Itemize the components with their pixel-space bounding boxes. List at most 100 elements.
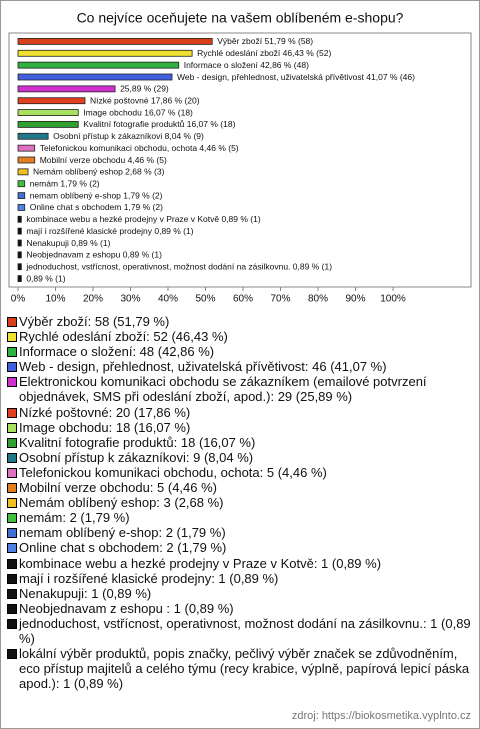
legend-item: nemám: 2 (1,79 %) — [7, 510, 473, 525]
legend-label: Online chat s obchodem: 2 (1,79 %) — [19, 540, 227, 556]
legend-swatch — [7, 618, 17, 629]
legend-swatch — [7, 422, 17, 433]
x-tick-label: 60% — [233, 294, 253, 305]
value-label: Image obchodu 16,07 % (18) — [83, 107, 193, 117]
legend-item: lokální výběr produktů, popis značky, pe… — [7, 646, 473, 691]
legend-swatch — [7, 347, 17, 358]
legend-item: nemam oblíbený e-shop: 2 (1,79 %) — [7, 525, 473, 540]
bar — [17, 204, 26, 211]
value-label: Informace o složení 42,86 % (48) — [184, 60, 309, 70]
legend-item: jednoduchost, vstřícnost, operativnost, … — [7, 616, 473, 646]
value-label: 0,89 % (1) — [26, 273, 65, 283]
legend-label: Nízké poštovné: 20 (17,86 %) — [19, 404, 191, 420]
legend-label: Telefonickou komunikaci obchodu, ochota:… — [19, 464, 327, 480]
legend-item: Výběr zboží: 58 (51,79 %) — [7, 314, 473, 329]
x-tick-label: 50% — [195, 294, 215, 305]
value-label: Výběr zboží 51,79 % (58) — [217, 36, 313, 46]
value-label: Telefonickou komunikaci obchodu, ochota … — [40, 143, 239, 153]
bar — [17, 275, 22, 282]
legend-swatch — [7, 573, 17, 584]
legend-label: mají i rozšířené klasické prodejny: 1 (0… — [19, 570, 279, 586]
value-label: Online chat s obchodem 1,79 % (2) — [30, 202, 163, 212]
value-label: Mobilní verze obchodu 4,46 % (5) — [40, 155, 167, 165]
legend-item: Image obchodu: 18 (16,07 %) — [7, 420, 473, 435]
legend-swatch — [7, 437, 17, 448]
bar — [17, 144, 36, 152]
legend-label: lokální výběr produktů, popis značky, pe… — [19, 646, 470, 692]
x-tick-label: 90% — [345, 294, 365, 305]
value-label: Nenakupuji 0,89 % (1) — [26, 238, 110, 248]
chart: Co nejvíce oceňujete na vašem oblíbeném … — [8, 10, 472, 305]
legend-label: Kvalitní fotografie produktů: 18 (16,07 … — [19, 434, 256, 450]
bar — [17, 156, 36, 164]
legend-label: jednoduchost, vstřícnost, operativnost, … — [19, 615, 471, 646]
legend-swatch — [7, 362, 17, 373]
plot-frame — [8, 32, 472, 288]
legend-item: kombinace webu a hezké prodejny v Praze … — [7, 556, 473, 571]
legend-item: Informace o složení: 48 (42,86 %) — [7, 344, 473, 359]
legend-label: Image obchodu: 18 (16,07 %) — [19, 419, 191, 435]
legend-label: Informace o složení: 48 (42,86 %) — [19, 344, 215, 360]
chart-title: Co nejvíce oceňujete na vašem oblíbeném … — [77, 10, 404, 26]
bar — [17, 227, 22, 235]
legend-swatch — [7, 332, 17, 343]
legend-swatch — [7, 498, 17, 509]
bar — [17, 132, 49, 140]
legend-item: Mobilní verze obchodu: 5 (4,46 %) — [7, 480, 473, 495]
bar — [17, 239, 22, 247]
legend-swatch — [7, 467, 17, 478]
legend-swatch — [7, 377, 17, 388]
bar — [17, 109, 79, 116]
value-label: nemám 1,79 % (2) — [30, 178, 100, 188]
legend-item: Nenakupuji: 1 (0,89 %) — [7, 586, 473, 601]
legend-item: Rychlé odeslání zboží: 52 (46,43 %) — [7, 329, 473, 344]
bar — [17, 215, 22, 223]
legend-swatch — [7, 513, 17, 524]
legend-item: Osobní přístup k zákazníkovi: 9 (8,04 %) — [7, 450, 473, 465]
bar — [17, 61, 180, 69]
legend-item: Neobjednavam z eshopu : 1 (0,89 %) — [7, 601, 473, 616]
value-label: 25,89 % (29) — [120, 84, 169, 94]
x-tick-label: 40% — [158, 294, 178, 305]
legend-label: Elektronickou komunikaci obchodu se záka… — [19, 374, 427, 405]
legend-label: Nemám oblíbený eshop: 3 (2,68 %) — [19, 495, 224, 511]
legend-swatch — [7, 317, 17, 327]
legend-item: Elektronickou komunikaci obchodu se záka… — [7, 374, 473, 404]
bar — [17, 38, 213, 45]
legend-label: Mobilní verze obchodu: 5 (4,46 %) — [19, 480, 217, 496]
legend: Výběr zboží: 58 (51,79 %) Rychlé odeslání… — [7, 314, 473, 691]
legend-label: Osobní přístup k zákazníkovi: 9 (8,04 %) — [19, 449, 254, 465]
legend-label: Web - design, přehlednost, uživatelská p… — [19, 359, 387, 375]
value-label: Nemám oblíbený eshop 2,68 % (3) — [33, 167, 165, 177]
x-tick-label: 100% — [380, 294, 406, 305]
legend-label: kombinace webu a hezké prodejny v Praze … — [19, 555, 382, 571]
bar — [17, 121, 79, 128]
value-label: Osobní přístup k zákazníkovi 8,04 % (9) — [53, 131, 204, 141]
x-tick-label: 10% — [45, 294, 65, 305]
bar — [17, 180, 26, 188]
legend-item: Online chat s obchodem: 2 (1,79 %) — [7, 540, 473, 555]
legend-swatch — [7, 603, 17, 614]
bar — [17, 263, 22, 271]
bar — [17, 85, 116, 93]
value-label: Kvalitní fotografie produktů 16,07 % (18… — [83, 119, 235, 129]
bar — [17, 73, 173, 81]
x-tick-label: 30% — [120, 294, 140, 305]
value-label: Web - design, přehlednost, uživatelská p… — [177, 72, 415, 82]
value-label: Nízké poštovné 17,86 % (20) — [90, 95, 200, 105]
x-tick-label: 80% — [308, 294, 328, 305]
value-label: jednoduchost, vstřícnost, operativnost, … — [25, 261, 332, 271]
legend-item: mají i rozšířené klasické prodejny: 1 (0… — [7, 571, 473, 586]
bar — [17, 97, 86, 105]
legend-swatch — [7, 528, 17, 539]
value-label: Rychlé odeslání zboží 46,43 % (52) — [197, 48, 331, 58]
legend-swatch — [7, 649, 17, 660]
x-tick-label: 0% — [11, 294, 26, 305]
legend-label: nemám: 2 (1,79 %) — [19, 510, 130, 526]
legend-swatch — [7, 483, 17, 494]
value-label: Neobjednavam z eshopu 0,89 % (1) — [26, 250, 162, 260]
legend-label: nemam oblíbený e-shop: 2 (1,79 %) — [19, 525, 226, 541]
legend-item: Nízké poštovné: 20 (17,86 %) — [7, 405, 473, 420]
legend-label: Výběr zboží: 58 (51,79 %) — [19, 314, 170, 329]
